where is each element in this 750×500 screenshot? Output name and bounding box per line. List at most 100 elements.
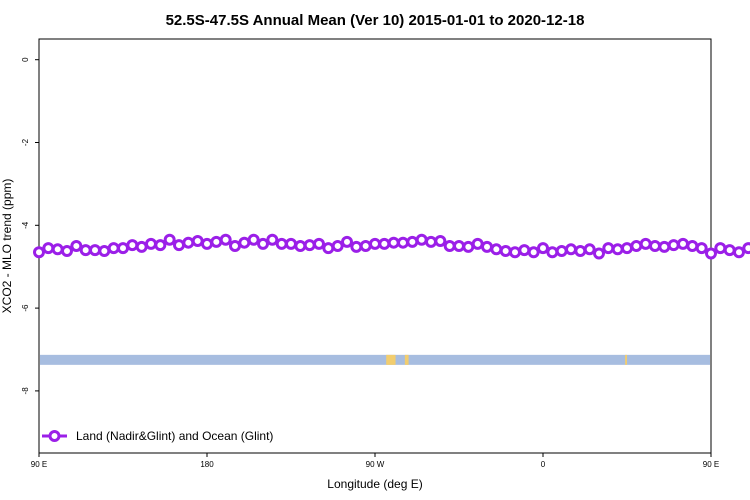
data-point — [61, 244, 73, 257]
data-point — [658, 240, 671, 253]
data-point — [341, 235, 353, 248]
data-point — [154, 239, 167, 252]
data-point — [33, 246, 45, 259]
data-point — [733, 246, 745, 259]
y-axis: 0 -2 -4 -6 -8 — [21, 57, 39, 395]
data-point — [89, 244, 101, 257]
data-point — [583, 243, 596, 256]
data-point — [163, 233, 176, 246]
data-point — [266, 233, 279, 246]
data-point — [518, 244, 531, 257]
y-tick-label: -8 — [21, 387, 30, 395]
data-point — [107, 242, 120, 255]
data-point — [546, 246, 559, 259]
legend: Land (Nadir&Glint) and Ocean (Glint) — [42, 429, 273, 443]
data-point — [98, 244, 111, 257]
surface-band — [40, 354, 710, 365]
data-point — [537, 242, 549, 255]
data-point — [527, 246, 540, 259]
data-point — [602, 242, 615, 255]
land-segment — [404, 354, 409, 365]
ocean-band — [40, 354, 710, 365]
data-point — [275, 237, 288, 250]
data-point — [257, 237, 269, 250]
data-point — [313, 237, 325, 250]
data-point — [509, 246, 521, 259]
data-point — [630, 240, 643, 252]
data-point — [415, 233, 428, 246]
y-tick-label: 0 — [21, 57, 30, 62]
data-point — [126, 239, 139, 252]
data-point — [210, 235, 223, 248]
data-point — [453, 240, 465, 252]
data-point — [294, 240, 307, 252]
data-point — [723, 244, 736, 257]
data-point — [686, 240, 699, 252]
x-axis: 90 E 180 90 W 0 90 E — [31, 453, 719, 469]
data-point — [191, 235, 204, 248]
data-point — [359, 240, 372, 252]
data-point — [201, 237, 213, 250]
data-point — [565, 243, 577, 256]
data-point — [471, 237, 484, 250]
data-point — [145, 237, 157, 250]
data-point — [42, 242, 55, 255]
data-point — [135, 240, 148, 253]
x-axis-label: Longitude (deg E) — [327, 477, 422, 491]
y-axis-label: XCO2 - MLO trend (ppm) — [0, 179, 14, 314]
data-point — [117, 242, 129, 255]
data-point — [397, 236, 409, 249]
data-point — [611, 243, 624, 256]
data-point — [677, 237, 689, 250]
data-point — [406, 235, 419, 248]
data-point — [425, 235, 437, 248]
x-tick-label: 90 E — [703, 460, 719, 469]
data-point — [378, 237, 391, 250]
data-point — [247, 233, 260, 246]
data-point — [593, 247, 605, 260]
data-point — [322, 242, 335, 255]
data-point — [621, 242, 633, 255]
data-point — [639, 237, 652, 250]
data-point — [51, 243, 64, 256]
data-point — [70, 240, 83, 252]
data-point — [695, 242, 708, 255]
data-point — [369, 237, 381, 250]
data-point — [714, 242, 727, 255]
data-point — [182, 236, 195, 249]
data-point — [387, 236, 400, 249]
data-point — [443, 240, 456, 252]
legend-label: Land (Nadir&Glint) and Ocean (Glint) — [76, 429, 273, 443]
data-point — [238, 236, 251, 249]
x-tick-label: 90 W — [366, 460, 385, 469]
data-point — [649, 240, 661, 252]
land-segment — [386, 354, 396, 365]
data-point — [219, 233, 232, 246]
data-point — [350, 240, 363, 253]
data-point — [667, 239, 680, 252]
data-point — [229, 240, 241, 252]
legend-point-marker — [48, 430, 61, 442]
data-point — [499, 244, 512, 257]
data-point — [742, 242, 750, 255]
data-point — [462, 240, 475, 253]
y-tick-label: -4 — [21, 221, 30, 229]
data-point — [705, 247, 717, 260]
data-point — [481, 240, 493, 253]
data-point — [79, 244, 92, 257]
data-point — [434, 235, 447, 248]
chart-title: 52.5S-47.5S Annual Mean (Ver 10) 2015-01… — [166, 12, 585, 29]
series-layer — [33, 233, 750, 260]
y-tick-label: -2 — [21, 138, 30, 146]
data-point — [555, 244, 568, 257]
data-point — [574, 244, 587, 257]
data-point — [303, 239, 316, 252]
land-segment — [625, 354, 627, 365]
data-point — [490, 243, 503, 256]
data-point — [285, 237, 297, 250]
x-tick-label: 180 — [200, 460, 214, 469]
data-point — [331, 240, 344, 252]
data-point — [173, 239, 185, 252]
y-tick-label: -6 — [21, 304, 30, 312]
